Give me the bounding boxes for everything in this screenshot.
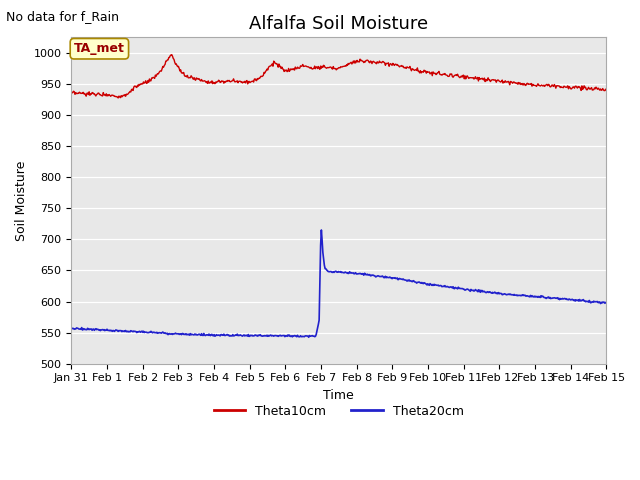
Text: No data for f_Rain: No data for f_Rain [6,10,120,23]
Legend: Theta10cm, Theta20cm: Theta10cm, Theta20cm [209,400,468,423]
Title: Alfalfa Soil Moisture: Alfalfa Soil Moisture [250,15,428,33]
Y-axis label: Soil Moisture: Soil Moisture [15,160,28,240]
Text: TA_met: TA_met [74,42,125,55]
X-axis label: Time: Time [323,389,354,402]
